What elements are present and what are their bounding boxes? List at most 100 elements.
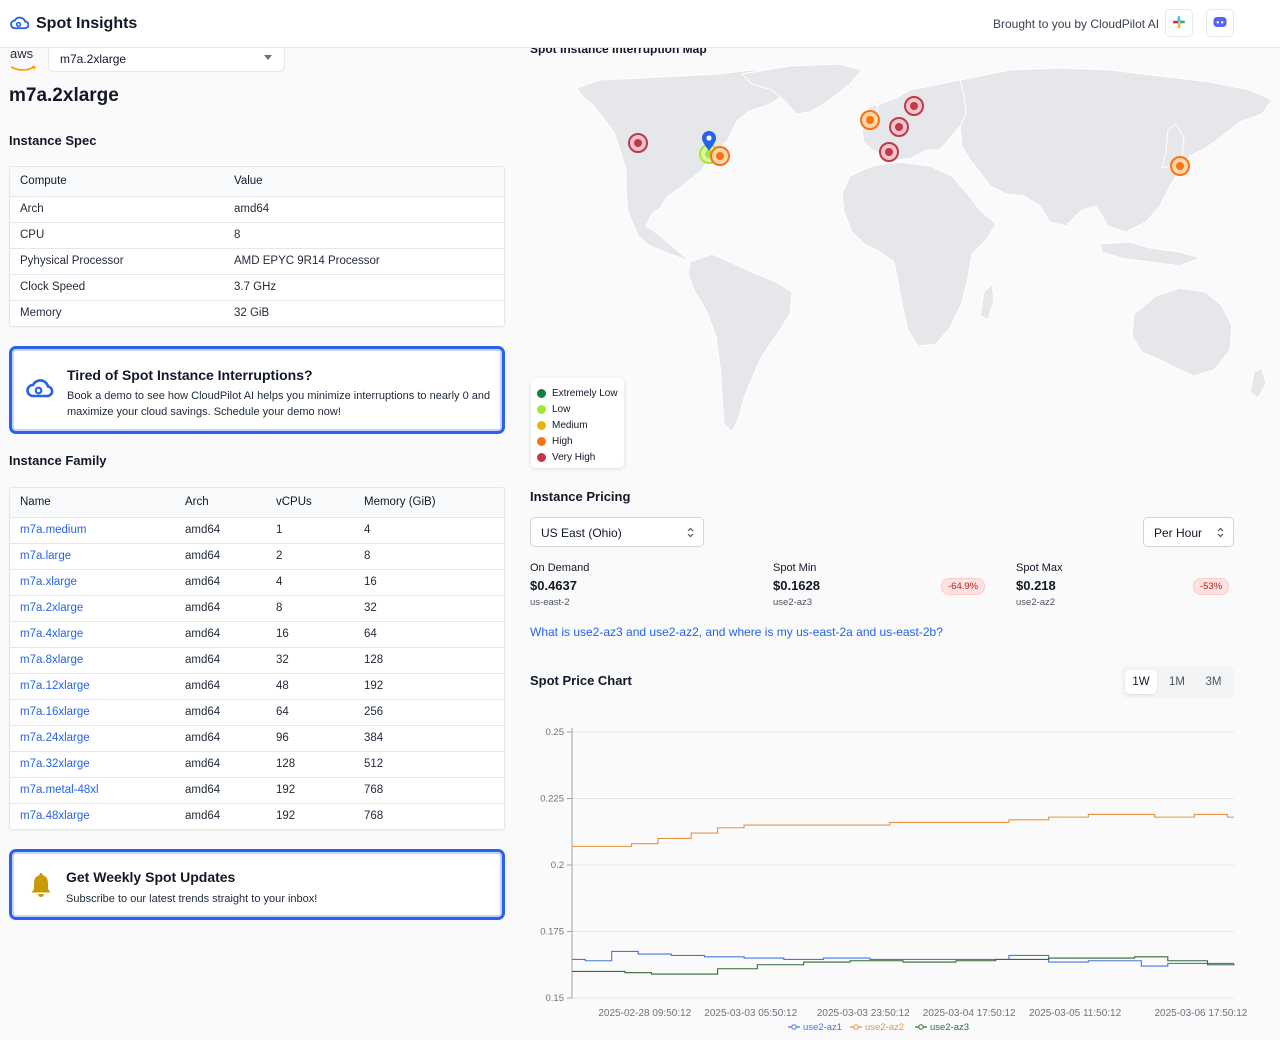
map-marker-very-high[interactable] [628, 133, 648, 153]
spot-max-discount-badge: -53% [1193, 578, 1230, 595]
range-3m-button[interactable]: 3M [1205, 676, 1222, 688]
availability-zone-faq-link[interactable]: What is use2-az3 and use2-az2, and where… [530, 625, 943, 639]
southeast-asia-shape [1099, 241, 1202, 267]
instance-name-link[interactable]: m7a.medium [10, 517, 175, 544]
table-row[interactable]: m7a.xlarge amd64 4 16 [10, 569, 504, 596]
chart-title: Spot Price Chart [530, 673, 632, 688]
table-row[interactable]: m7a.16xlarge amd64 64 256 [10, 699, 504, 726]
map-marker-high[interactable] [860, 110, 880, 130]
instance-vcpus: 8 [266, 595, 354, 622]
instance-vcpus: 1 [266, 517, 354, 544]
legend-item: Medium [537, 417, 624, 433]
legend-dot [537, 388, 546, 398]
discord-button[interactable] [1206, 9, 1234, 37]
spot-min-label: Spot Min [773, 562, 817, 574]
instance-arch: amd64 [185, 810, 221, 823]
spot-max-label: Spot Max [1016, 562, 1063, 574]
selected-region-pin-icon[interactable] [702, 131, 716, 151]
aws-logo: aws [10, 47, 38, 71]
map-marker-very-high[interactable] [879, 142, 899, 162]
instance-name-link[interactable]: m7a.48xlarge [20, 810, 90, 823]
table-row[interactable]: m7a.2xlarge amd64 8 32 [10, 595, 504, 622]
instance-vcpus: 48 [266, 673, 354, 700]
spec-value: 8 [224, 222, 504, 249]
chevron-down-icon [264, 55, 272, 60]
instance-memory: 768 [354, 777, 504, 804]
instance-memory: 256 [354, 699, 504, 726]
price-unit-select[interactable]: Per Hour [1143, 517, 1234, 547]
column-header: Compute [10, 167, 224, 197]
africa-shape [841, 161, 997, 347]
table-row[interactable]: m7a.32xlarge amd64 128 512 [10, 751, 504, 778]
range-1m-button[interactable]: 1M [1169, 676, 1185, 688]
instance-arch: amd64 [175, 543, 266, 570]
cloud-logo-icon [10, 14, 30, 34]
instance-vcpus: 4 [266, 569, 354, 596]
table-row[interactable]: m7a.48xlarge amd64 192 768 [10, 803, 504, 829]
map-marker-very-high[interactable] [904, 96, 924, 116]
legend-label: High [552, 435, 573, 447]
instance-memory: 768 [364, 810, 384, 823]
spec-key: CPU [10, 222, 224, 249]
map-marker-high[interactable] [1170, 156, 1190, 176]
instance-name-link[interactable]: m7a.4xlarge [10, 621, 175, 648]
spec-value: 3.7 GHz [224, 274, 504, 301]
instance-name-link[interactable]: m7a.12xlarge [10, 673, 175, 700]
instance-name-link[interactable]: m7a.8xlarge [10, 647, 175, 674]
map-legend: Extremely Low Low Medium High Very High [531, 378, 624, 468]
table-row[interactable]: m7a.metal-48xl amd64 192 768 [10, 777, 504, 804]
table-row[interactable]: m7a.8xlarge amd64 32 128 [10, 647, 504, 674]
series-line-use2-az3 [572, 956, 1235, 975]
instance-family-title: Instance Family [9, 453, 107, 468]
region-select[interactable]: US East (Ohio) [530, 517, 704, 547]
weekly-updates-text: Subscribe to our latest trends straight … [66, 893, 318, 905]
column-header: vCPUs [266, 488, 354, 518]
demo-promo-title: Tired of Spot Instance Interruptions? [67, 367, 313, 383]
map-marker-very-high[interactable] [889, 117, 909, 137]
instance-name-link[interactable]: m7a.metal-48xl [10, 777, 175, 804]
brand-name: Spot Insights [36, 15, 138, 32]
instance-name-link[interactable]: m7a.32xlarge [10, 751, 175, 778]
madagascar-shape [979, 282, 995, 321]
on-demand-price: $0.4637 [530, 578, 577, 593]
instance-name-link[interactable]: m7a.16xlarge [10, 699, 175, 726]
slack-button[interactable] [1165, 9, 1193, 37]
table-row[interactable]: m7a.24xlarge amd64 96 384 [10, 725, 504, 752]
instance-vcpus: 64 [266, 699, 354, 726]
brand[interactable]: Spot Insights [10, 14, 137, 34]
legend-dot [537, 452, 546, 462]
instance-arch: amd64 [175, 777, 266, 804]
instance-type-select[interactable]: m7a.2xlarge [48, 46, 285, 72]
asia-shape [959, 67, 1273, 233]
x-tick-label: 2025-03-03 23:50:12 [817, 1008, 910, 1019]
instance-name-link[interactable]: m7a.large [10, 543, 175, 570]
north-america-shape [576, 69, 813, 263]
range-1w-button[interactable]: 1W [1125, 670, 1157, 694]
instance-memory: 8 [354, 543, 504, 570]
legend-marker-use2-az1 [791, 1024, 797, 1030]
table-row[interactable]: m7a.medium amd64 1 4 [10, 517, 504, 544]
instance-name-link[interactable]: m7a.24xlarge [10, 725, 175, 752]
table-row[interactable]: m7a.4xlarge amd64 16 64 [10, 621, 504, 648]
instance-memory: 384 [354, 725, 504, 752]
slack-icon [1173, 15, 1185, 31]
instance-family-table: Name Arch vCPUs Memory (GiB) m7a.medium a… [9, 487, 505, 830]
instance-name-link[interactable]: m7a.2xlarge [10, 595, 175, 622]
instance-memory: 192 [354, 673, 504, 700]
spot-price-chart[interactable]: 0.25 0.225 0.2 0.175 0.15 2025-02-28 09:50:12… [530, 710, 1250, 1040]
map-marker-high[interactable] [710, 146, 730, 166]
interruption-map[interactable] [530, 58, 1280, 478]
weekly-updates-card[interactable]: Get Weekly Spot Updates Subscribe to our… [9, 849, 505, 920]
instance-arch: amd64 [175, 595, 266, 622]
spec-value: amd64 [224, 196, 504, 223]
legend-dot [537, 404, 546, 414]
demo-promo-card[interactable]: Tired of Spot Instance Interruptions? Bo… [9, 346, 505, 434]
table-row[interactable]: m7a.large amd64 2 8 [10, 543, 504, 570]
spec-value: 32 GiB [234, 307, 270, 320]
instance-name-link[interactable]: m7a.xlarge [10, 569, 175, 596]
spot-min-price: $0.1628 [773, 578, 820, 593]
instance-vcpus: 32 [266, 647, 354, 674]
legend-marker-use2-az2 [853, 1024, 859, 1030]
brought-by-text[interactable]: Brought to you by CloudPilot AI [993, 17, 1160, 31]
table-row[interactable]: m7a.12xlarge amd64 48 192 [10, 673, 504, 700]
